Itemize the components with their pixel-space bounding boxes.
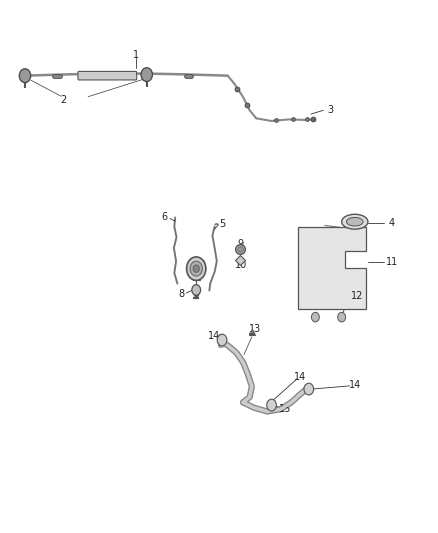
Circle shape	[190, 261, 202, 276]
Circle shape	[141, 68, 152, 82]
Circle shape	[304, 383, 314, 395]
Circle shape	[19, 69, 31, 83]
Circle shape	[338, 312, 346, 322]
Circle shape	[187, 257, 206, 280]
Ellipse shape	[342, 214, 368, 229]
Circle shape	[193, 265, 199, 272]
Text: 13: 13	[249, 325, 261, 334]
Text: 5: 5	[219, 219, 226, 229]
FancyBboxPatch shape	[78, 71, 137, 80]
Text: 3: 3	[328, 106, 334, 115]
Text: 2: 2	[60, 95, 67, 105]
Circle shape	[192, 285, 201, 295]
Circle shape	[311, 312, 319, 322]
Text: 1: 1	[133, 50, 139, 60]
Text: 11: 11	[386, 257, 398, 267]
Text: 12: 12	[351, 291, 363, 301]
Text: 14: 14	[349, 380, 361, 390]
Circle shape	[267, 399, 276, 411]
Circle shape	[217, 334, 227, 346]
Polygon shape	[298, 227, 366, 309]
Text: 14: 14	[208, 332, 220, 341]
Text: 7: 7	[198, 261, 205, 270]
Text: 6: 6	[161, 213, 167, 222]
Text: 8: 8	[179, 289, 185, 299]
Text: 9: 9	[238, 239, 244, 248]
Text: 14: 14	[294, 373, 306, 382]
Text: 10: 10	[235, 260, 247, 270]
Text: 4: 4	[388, 218, 394, 228]
Ellipse shape	[346, 217, 363, 226]
Text: 15: 15	[279, 405, 291, 414]
